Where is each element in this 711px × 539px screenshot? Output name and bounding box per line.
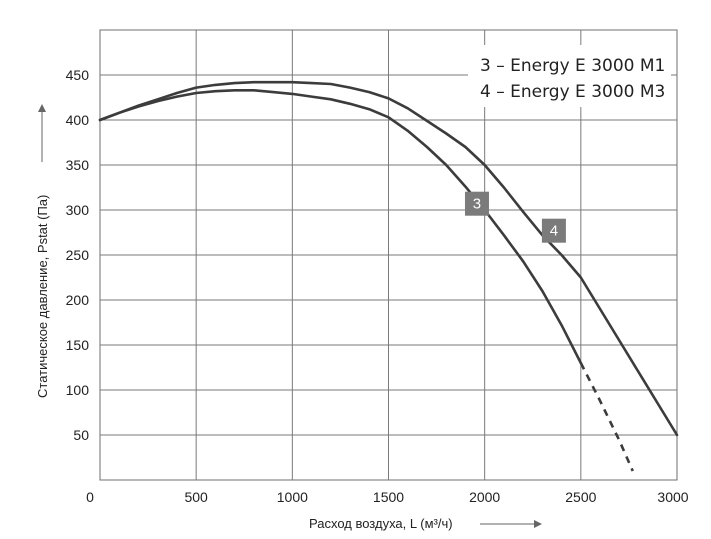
legend-entry-1: 3 – Energy E 3000 M1 [480,56,665,76]
x-tick-label: 1000 [277,489,308,505]
grid-layer [100,30,677,480]
x-tick-label: 1500 [373,489,404,505]
y-tick-label: 200 [66,292,90,308]
legend-background [468,45,671,107]
x-tick-label: 2000 [469,489,500,505]
x-axis-arrow [480,520,542,528]
series-line-3 [98,89,583,365]
series-marker-label: 3 [473,196,481,213]
x-tick-label: 3000 [657,489,688,505]
x-tick-label: 0 [86,489,94,505]
series-marker-label: 4 [550,223,558,240]
y-tick-label: 100 [66,382,90,398]
y-tick-label: 400 [66,112,90,128]
y-axis-label: Статическое давление, Pstat (Па) [35,195,50,398]
legend-entry-2: 4 – Energy E 3000 M3 [480,82,665,102]
legend: 3 – Energy E 3000 M1 4 – Energy E 3000 M… [468,45,671,107]
series-marker-box [541,218,566,243]
marker-layer: 34 [464,191,566,243]
y-axis-arrow [38,104,46,162]
x-axis-label: Расход воздуха, L (м³/ч) [309,516,453,531]
series-line-4 [98,80,679,437]
series-layer [98,80,679,472]
y-tick-label: 250 [66,247,90,263]
y-tick-label: 350 [66,157,90,173]
y-tick-label: 450 [66,67,90,83]
y-tick-label: 50 [73,427,89,443]
series-marker-3: 3 [464,191,489,216]
series-marker-box [464,191,489,216]
series-marker-4: 4 [541,218,566,243]
y-tick-label: 300 [66,202,90,218]
y-tick-label: 150 [66,337,90,353]
tick-layer: 0 500 1000 1500 2000 2500 3000 50 100 150 200 250 30… [66,67,689,505]
x-tick-label: 500 [184,489,208,505]
x-tick-label: 2500 [565,489,596,505]
